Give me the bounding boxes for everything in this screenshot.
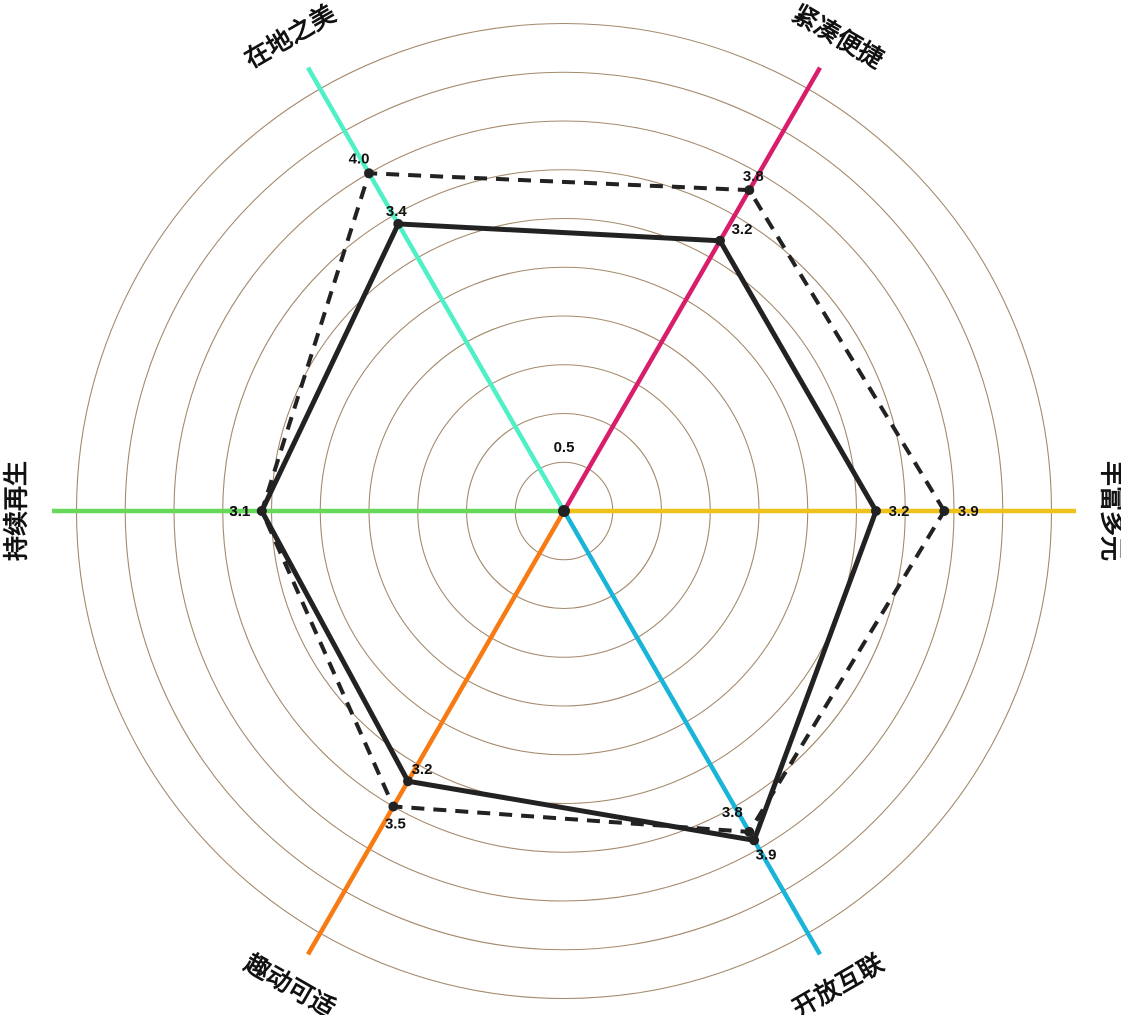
data-label-s2-6: 3.8 <box>722 804 743 821</box>
axis-line-5 <box>306 509 566 956</box>
data-label-s1-3: 3.4 <box>386 203 408 220</box>
series-2-point-6 <box>744 826 755 837</box>
series-2-point-3 <box>364 168 374 179</box>
axis-line-3 <box>306 66 566 513</box>
data-label-s1-4: 3.1 <box>229 503 250 520</box>
axis-label-1: 丰富多元 <box>1098 461 1121 561</box>
series-1-point-5 <box>403 776 413 787</box>
series-2-point-2 <box>744 185 755 196</box>
data-label-s2-2: 3.8 <box>743 168 764 185</box>
radar-series <box>256 168 950 846</box>
series-1-point-1 <box>871 506 881 516</box>
data-label-s2-3: 4.0 <box>349 150 370 167</box>
data-label-s1-1: 3.2 <box>889 503 910 520</box>
axis-label-5: 趣动可适 <box>239 948 341 1015</box>
data-label-s2-5: 3.5 <box>385 816 406 833</box>
series-1-point-6 <box>749 835 760 846</box>
series-2-polygon <box>259 171 947 834</box>
data-label-s1-6: 3.9 <box>756 846 777 863</box>
data-label-s1-2: 3.2 <box>732 221 753 238</box>
data-label-s2-4: 3.1 <box>229 503 250 520</box>
axis-label-2: 紧凑便捷 <box>787 0 888 74</box>
series-2-point-5 <box>388 801 399 812</box>
center-point <box>558 505 570 517</box>
radar-axes <box>52 66 1076 956</box>
series-2-point-4 <box>256 506 267 516</box>
data-label-s1-5: 3.2 <box>412 761 433 778</box>
axis-label-6: 开放互联 <box>787 948 888 1015</box>
axis-line-2 <box>562 66 822 513</box>
series-2-point-1 <box>939 506 950 516</box>
axis-label-4: 持续再生 <box>2 461 31 561</box>
data-label-s2-1: 3.9 <box>958 503 979 520</box>
axis-line-6 <box>562 509 822 956</box>
series-1-point-3 <box>393 218 404 229</box>
axis-label-3: 在地之美 <box>239 0 340 74</box>
series-1-point-2 <box>715 235 725 246</box>
tick-label-1: 0.5 <box>554 439 575 456</box>
